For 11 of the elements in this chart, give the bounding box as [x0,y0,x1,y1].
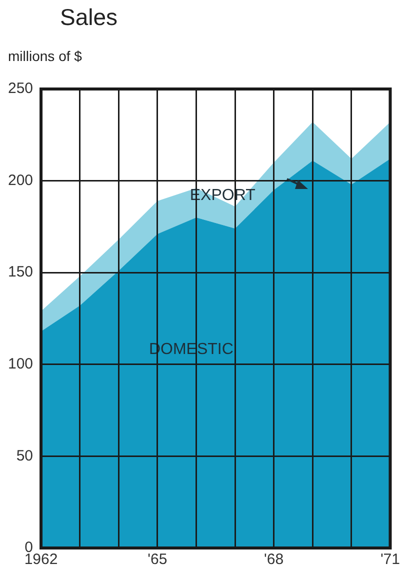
y-tick-label: 200 [8,172,34,189]
y-tick-label: 50 [16,447,34,464]
x-tick-label: '71 [380,551,400,568]
series-label: EXPORT [190,186,256,204]
x-tick-label: '68 [264,551,284,568]
y-axis-title: millions of $ [8,48,82,64]
y-tick-label: 250 [8,80,34,98]
y-tick-label: 150 [8,264,34,281]
x-tick-label: '65 [148,551,168,568]
y-tick-label: 100 [8,356,34,373]
chart-title: Sales [60,4,118,31]
